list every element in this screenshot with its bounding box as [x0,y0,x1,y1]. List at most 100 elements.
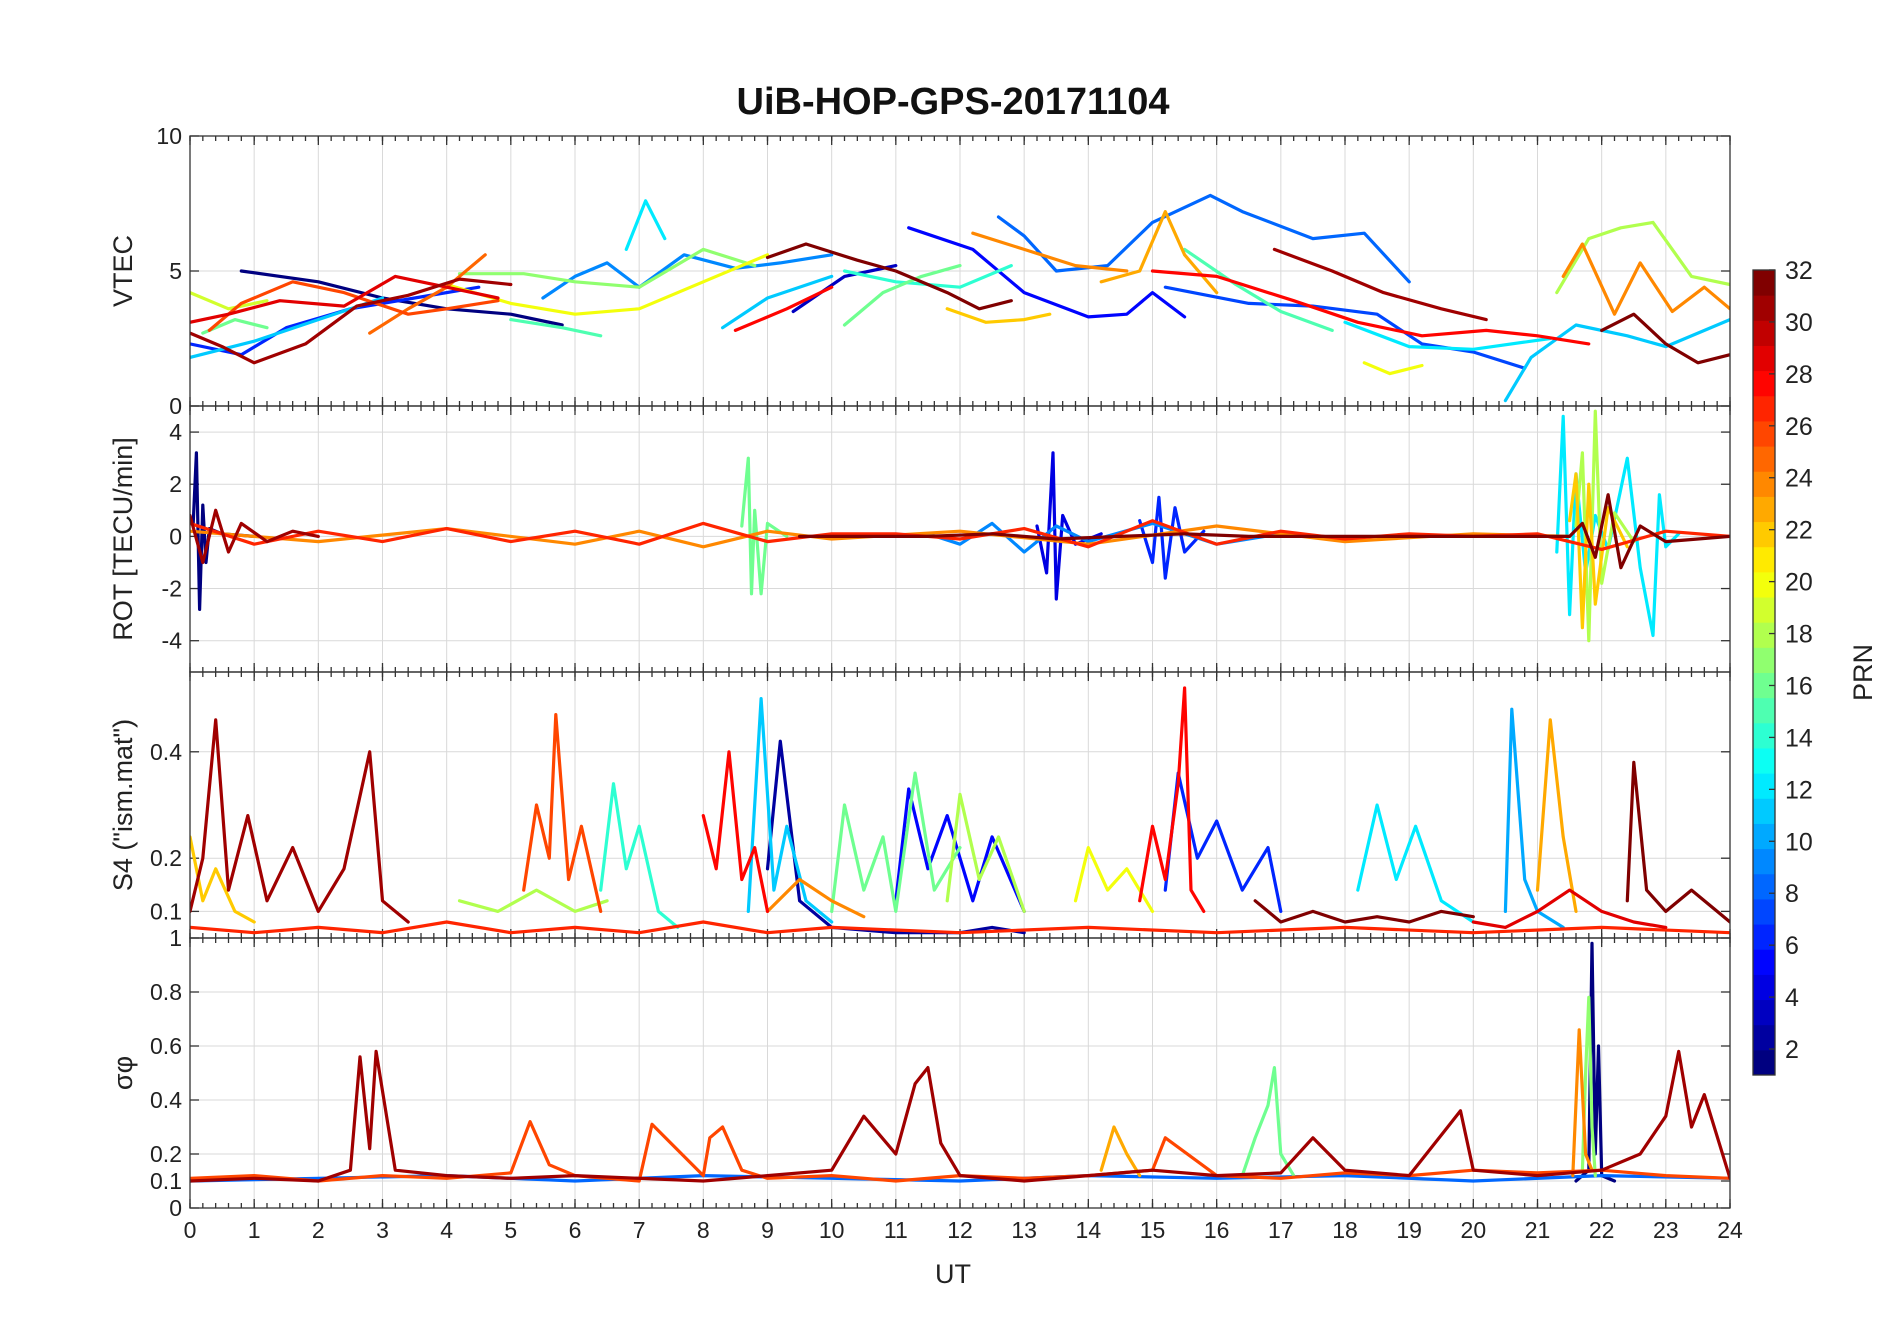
colorbar-tick-label: 10 [1785,828,1813,856]
y-tick-label: 1 [169,925,182,951]
y-tick-label: 0.8 [150,979,182,1005]
colorbar-segment [1753,924,1775,950]
y-tick-label: 4 [169,419,182,445]
colorbar-segment [1753,320,1775,346]
series-prn-28 [733,285,834,332]
y-axis-label: VTEC [108,235,138,307]
series-prn-31 [1272,247,1488,322]
series-prn-24 [971,231,1129,273]
x-tick-label: 24 [1717,1217,1743,1243]
series-prn-17 [457,247,757,289]
colorbar-segment [1753,873,1775,900]
colorbar-frame [1752,269,1776,1076]
colorbar-segment [1753,420,1775,447]
x-tick-label: 20 [1461,1217,1487,1243]
series-prn-16 [842,264,962,327]
colorbar-segment [1753,571,1775,598]
colorbar-tick-label: 8 [1785,880,1799,908]
series-prn-23 [1099,1125,1142,1178]
colorbar-tick-label: 6 [1785,932,1799,960]
x-tick-label: 5 [504,1217,517,1243]
panel-3: 0.1 0.2 0.4 S4 ("ism.mat") [108,671,1731,939]
y-tick-label: -4 [162,628,183,654]
colorbar-segment [1753,345,1775,372]
y-tick-label: 2 [169,471,182,497]
colorbar-segment [1753,974,1775,1001]
colorbar-segment [1753,773,1775,799]
colorbar-segment [1753,999,1775,1026]
series-prn-24 [1571,1028,1594,1178]
series-prn-19 [190,291,269,311]
series-prn-3 [791,264,898,314]
series-prn-28 [701,750,770,913]
colorbar-segment [1753,597,1775,623]
colorbar-segment [1753,395,1775,422]
series-prn-26 [207,280,500,332]
colorbar-tick-label: 16 [1785,672,1813,700]
colorbar-tick-label: 32 [1785,257,1813,285]
colorbar-tick-label: 28 [1785,361,1813,389]
series-prn-4 [1035,451,1103,601]
x-tick-label: 9 [761,1217,774,1243]
y-tick-label: 0 [169,393,182,419]
colorbar-tick-label: 30 [1785,309,1813,337]
x-tick-label: 14 [1076,1217,1102,1243]
colorbar-segment [1753,697,1775,724]
series-prn-31 [190,1049,1730,1183]
x-tick-label: 0 [184,1217,197,1243]
y-axis-label: S4 ("ism.mat") [108,719,138,891]
colorbar-tick-label: 18 [1785,621,1813,649]
colorbar-segment [1753,647,1775,673]
series-prn-20 [1073,846,1155,913]
series-prn-12 [1356,803,1475,924]
x-tick-label: 4 [440,1217,453,1243]
y-axis-label: ROT [TECU/min] [108,437,138,641]
colorbar-segment [1753,1049,1775,1076]
axes-frame [189,937,1731,1209]
colorbar-tick-label: 24 [1785,465,1813,493]
series-prn-20 [1362,361,1424,376]
series-prn-15 [1183,247,1334,332]
series-prn-26 [522,713,603,913]
colorbar-label: PRN [1848,644,1878,701]
series-prn-24 [765,877,866,919]
colorbar-segment [1753,446,1775,472]
series-prn-9 [541,253,834,300]
colorbar-tick-label: 20 [1785,569,1813,597]
colorbar-segment [1753,471,1775,497]
y-tick-label: 0.1 [150,898,182,924]
y-tick-label: 0 [169,523,182,549]
colorbar-segment [1753,370,1775,397]
colorbar-segment [1753,848,1775,875]
series-prn-18 [1555,220,1730,295]
colorbar-segment [1753,270,1775,296]
colorbar-segment [1753,295,1775,321]
series-prn-6 [1138,495,1206,580]
y-tick-label: 0.1 [150,1168,182,1194]
series-prn-5 [907,226,1187,319]
series-prn-12 [624,199,667,251]
series-prn-32 [1600,312,1730,365]
series-prn-16 [830,771,962,913]
series-prn-32 [1253,899,1475,924]
x-tick-label: 21 [1525,1217,1551,1243]
series-prn-31 [190,508,320,565]
x-tick-label: 3 [376,1217,389,1243]
x-tick-label: 12 [947,1217,973,1243]
series-prn-28 [1150,269,1591,346]
y-tick-label: 10 [156,123,182,149]
series-prn-23 [1099,210,1219,295]
y-tick-label: 0 [169,1195,182,1221]
series-prn-29 [190,274,500,324]
panel-1: 0 5 10 VTEC [108,123,1731,419]
series-group [190,686,1730,935]
series-prn-29 [1471,888,1668,929]
series-prn-5 [894,787,1026,913]
series-prn-27 [190,920,1730,935]
series-prn-11 [721,274,834,330]
series-prn-11 [190,296,385,359]
colorbar-segment [1753,823,1775,850]
series-prn-7 [1163,285,1527,370]
